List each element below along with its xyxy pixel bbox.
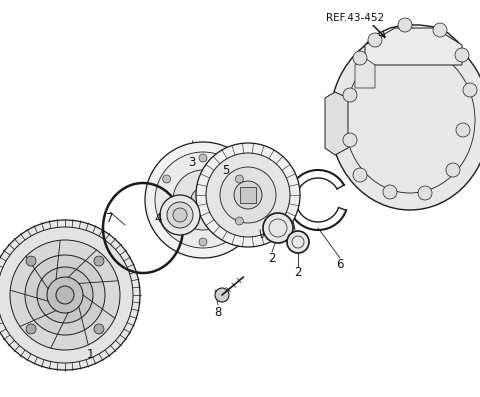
Text: 7: 7	[106, 212, 114, 224]
Ellipse shape	[94, 324, 104, 334]
Text: 8: 8	[214, 306, 222, 318]
Polygon shape	[365, 28, 462, 65]
Ellipse shape	[206, 153, 290, 237]
Ellipse shape	[456, 123, 470, 137]
Ellipse shape	[0, 227, 133, 363]
Ellipse shape	[199, 154, 207, 162]
Ellipse shape	[167, 202, 193, 228]
Ellipse shape	[25, 255, 105, 335]
Ellipse shape	[446, 163, 460, 177]
Ellipse shape	[94, 256, 104, 266]
Ellipse shape	[163, 217, 170, 225]
Ellipse shape	[220, 167, 276, 223]
Text: 5: 5	[222, 164, 230, 177]
Ellipse shape	[155, 152, 251, 248]
Ellipse shape	[0, 220, 140, 370]
Ellipse shape	[353, 168, 367, 182]
Ellipse shape	[47, 277, 83, 313]
Ellipse shape	[215, 288, 229, 302]
Ellipse shape	[418, 186, 432, 200]
Ellipse shape	[343, 88, 357, 102]
Ellipse shape	[234, 181, 262, 209]
Ellipse shape	[330, 30, 480, 210]
Ellipse shape	[173, 170, 233, 230]
Ellipse shape	[235, 175, 243, 183]
Ellipse shape	[353, 51, 367, 65]
Ellipse shape	[191, 188, 215, 212]
Ellipse shape	[463, 83, 477, 97]
Text: 1: 1	[86, 349, 94, 362]
Ellipse shape	[263, 213, 293, 243]
Ellipse shape	[368, 33, 382, 47]
Ellipse shape	[10, 240, 120, 350]
Ellipse shape	[37, 267, 93, 323]
Ellipse shape	[26, 324, 36, 334]
Ellipse shape	[160, 195, 200, 235]
Ellipse shape	[287, 231, 309, 253]
Ellipse shape	[196, 143, 300, 247]
Text: 2: 2	[268, 252, 276, 264]
Text: 3: 3	[188, 156, 196, 170]
Ellipse shape	[56, 286, 74, 304]
Ellipse shape	[455, 48, 469, 62]
Text: REF.43-452: REF.43-452	[326, 13, 384, 23]
Text: 2: 2	[294, 266, 302, 279]
Ellipse shape	[26, 256, 36, 266]
Text: 4: 4	[154, 212, 162, 224]
Ellipse shape	[173, 208, 187, 222]
Polygon shape	[325, 92, 348, 155]
Polygon shape	[348, 25, 472, 196]
Ellipse shape	[145, 142, 261, 258]
Ellipse shape	[383, 185, 397, 199]
Ellipse shape	[398, 18, 412, 32]
Ellipse shape	[235, 217, 243, 225]
Ellipse shape	[433, 23, 447, 37]
Text: 6: 6	[336, 258, 344, 272]
Ellipse shape	[343, 133, 357, 147]
Ellipse shape	[163, 175, 170, 183]
Polygon shape	[355, 58, 375, 88]
Ellipse shape	[199, 238, 207, 246]
Polygon shape	[240, 187, 256, 203]
Ellipse shape	[242, 189, 254, 201]
